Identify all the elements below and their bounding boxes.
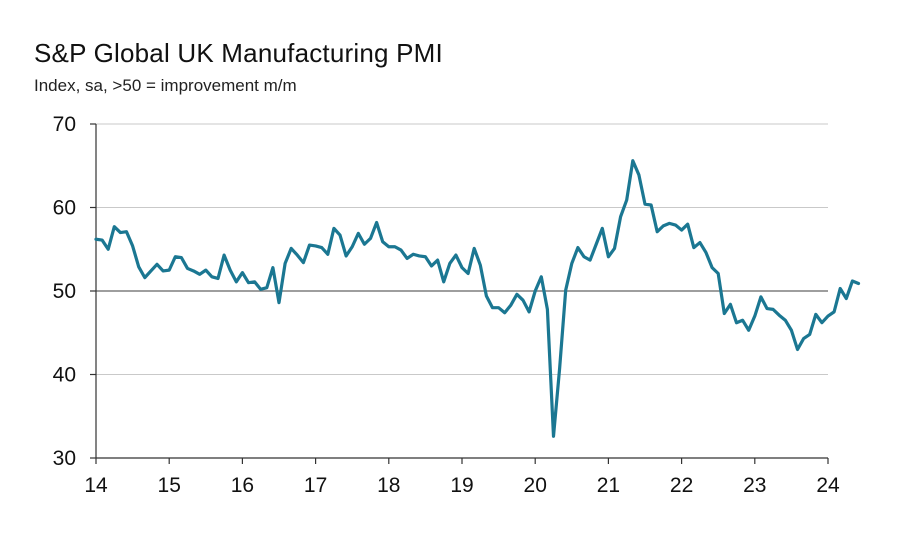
y-tick-label-50: 50 xyxy=(53,280,76,303)
x-tick-label-21: 21 xyxy=(597,474,620,497)
y-tick-label-40: 40 xyxy=(53,364,76,387)
x-axis-ticks: 14 15 16 17 18 19 20 21 22 23 24 xyxy=(84,458,840,497)
gridlines xyxy=(96,123,828,375)
x-tick-label-15: 15 xyxy=(158,474,181,497)
x-tick-label-24: 24 xyxy=(816,474,840,497)
y-tick-label-30: 30 xyxy=(53,447,76,470)
series-group xyxy=(94,159,861,438)
chart-subtitle: Index, sa, >50 = improvement m/m xyxy=(34,76,297,95)
x-tick-label-23: 23 xyxy=(743,474,766,497)
x-tick-label-20: 20 xyxy=(524,474,547,497)
y-tick-label-70: 70 xyxy=(53,113,76,136)
x-tick-label-22: 22 xyxy=(670,474,693,497)
x-tick-label-18: 18 xyxy=(377,474,400,497)
y-tick-label-60: 60 xyxy=(53,197,76,220)
x-tick-label-19: 19 xyxy=(450,474,473,497)
chart-title: S&P Global UK Manufacturing PMI xyxy=(34,38,443,68)
series-line-pmi xyxy=(94,159,861,438)
y-axis-ticks: 70 60 50 40 30 xyxy=(53,113,96,470)
x-tick-label-16: 16 xyxy=(231,474,254,497)
x-tick-label-14: 14 xyxy=(84,474,108,497)
x-tick-label-17: 17 xyxy=(304,474,327,497)
